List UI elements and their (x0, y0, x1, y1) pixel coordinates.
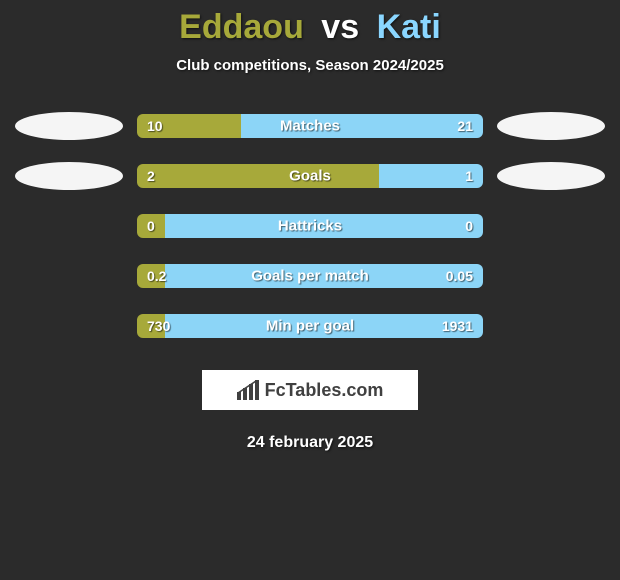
player1-name: Eddaou (179, 8, 304, 46)
page-title: Eddaou vs Kati (179, 8, 441, 47)
vs-label: vs (321, 8, 359, 46)
player2-badge-icon (497, 162, 605, 190)
stat-left-value: 0 (147, 218, 155, 234)
chart-icon (237, 380, 259, 400)
fctables-logo-link[interactable]: FcTables.com (202, 370, 418, 410)
stat-bar: 10 Matches 21 (137, 114, 483, 138)
stat-metric-label: Min per goal (266, 318, 354, 335)
comparison-widget: Eddaou vs Kati Club competitions, Season… (0, 0, 620, 580)
stat-row: 0.2 Goals per match 0.05 (0, 262, 620, 290)
player2-badge-icon (497, 112, 605, 140)
stat-metric-label: Matches (280, 118, 340, 135)
stat-row: 10 Matches 21 (0, 112, 620, 140)
stat-rows: 10 Matches 21 2 Goals 1 0 Hatt (0, 112, 620, 340)
stat-metric-label: Goals per match (251, 268, 369, 285)
stat-row: 730 Min per goal 1931 (0, 312, 620, 340)
stat-right-value: 1931 (442, 318, 473, 334)
player1-badge-icon (15, 112, 123, 140)
stat-bar: 730 Min per goal 1931 (137, 314, 483, 338)
stat-row: 2 Goals 1 (0, 162, 620, 190)
stat-bar: 2 Goals 1 (137, 164, 483, 188)
bar-left-segment (137, 164, 379, 188)
stat-right-value: 1 (465, 168, 473, 184)
stat-bar: 0.2 Goals per match 0.05 (137, 264, 483, 288)
player2-name: Kati (377, 8, 441, 46)
stat-right-value: 0 (465, 218, 473, 234)
logo-text: FcTables.com (265, 380, 384, 401)
stat-left-value: 0.2 (147, 268, 166, 284)
stat-left-value: 10 (147, 118, 163, 134)
stat-row: 0 Hattricks 0 (0, 212, 620, 240)
stat-right-value: 21 (457, 118, 473, 134)
subtitle: Club competitions, Season 2024/2025 (176, 57, 444, 74)
bar-right-segment (241, 114, 483, 138)
stat-metric-label: Hattricks (278, 218, 342, 235)
date-label: 24 february 2025 (247, 434, 373, 452)
stat-metric-label: Goals (289, 168, 331, 185)
stat-right-value: 0.05 (446, 268, 473, 284)
stat-left-value: 730 (147, 318, 170, 334)
stat-left-value: 2 (147, 168, 155, 184)
player1-badge-icon (15, 162, 123, 190)
stat-bar: 0 Hattricks 0 (137, 214, 483, 238)
